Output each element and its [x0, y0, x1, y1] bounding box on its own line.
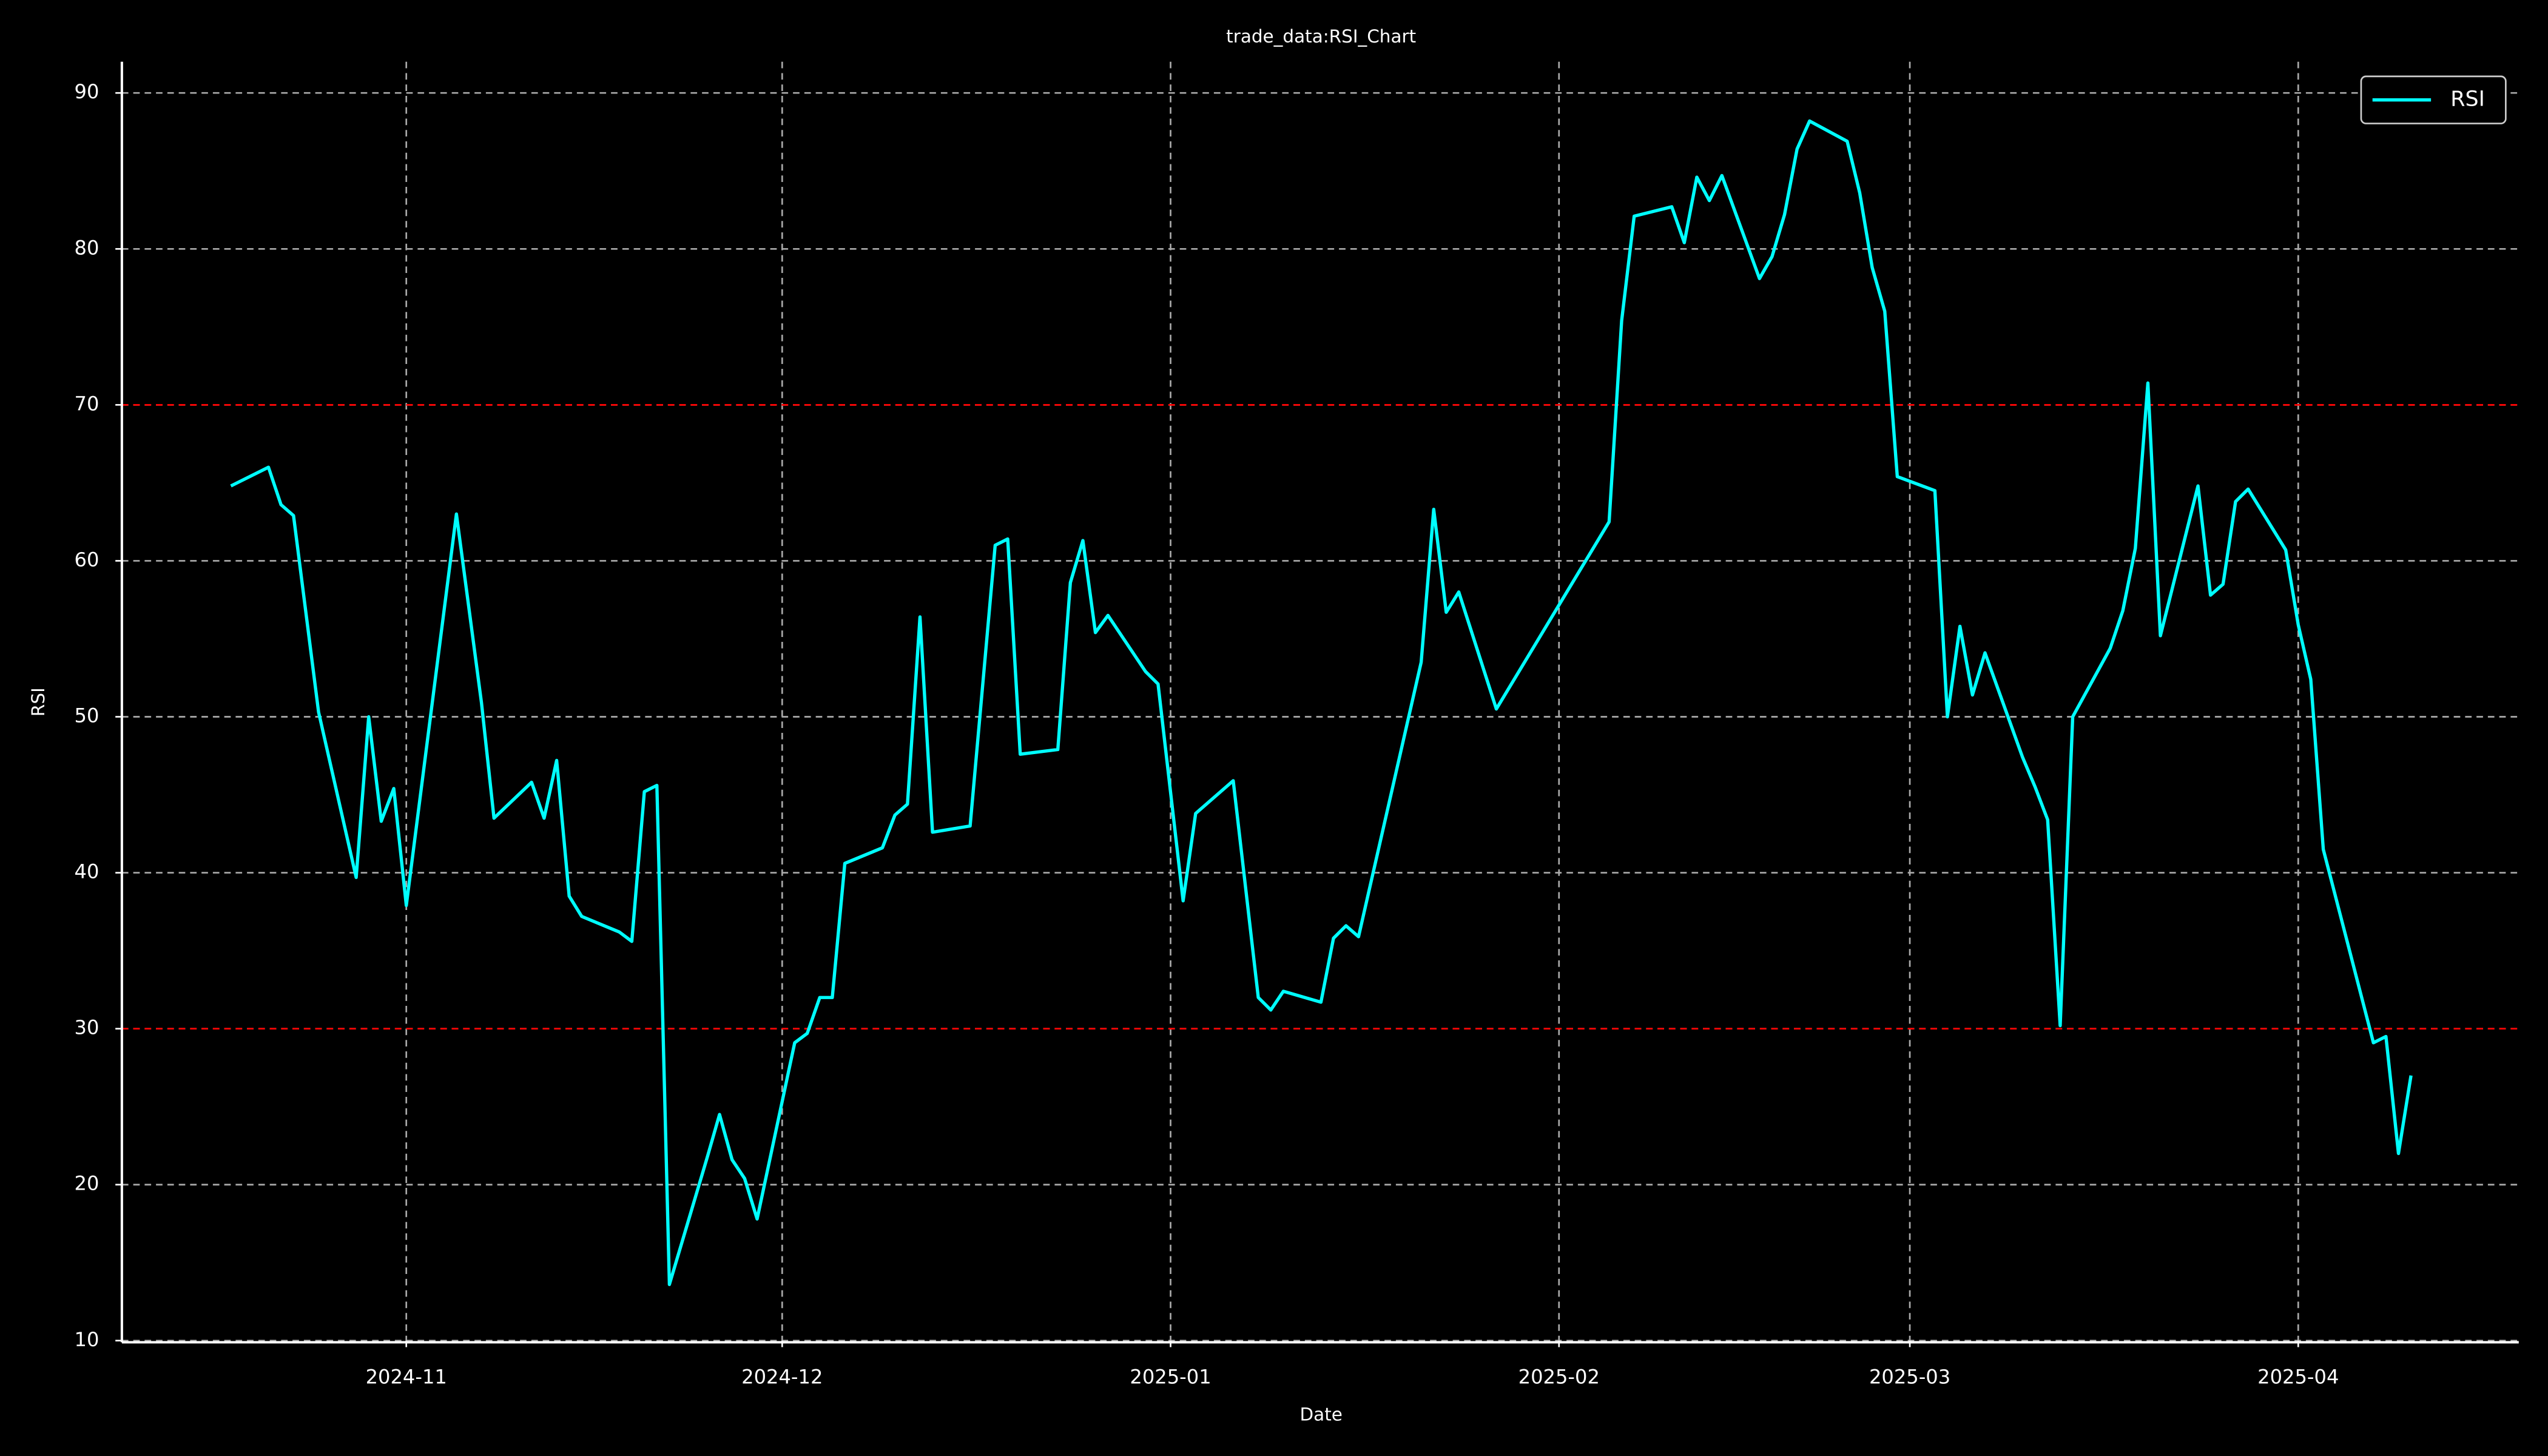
x-tick-label: 2025-04 — [2257, 1365, 2339, 1388]
y-tick-label: 10 — [75, 1328, 99, 1351]
y-tick-label: 80 — [75, 236, 99, 259]
x-tick-label: 2025-02 — [1518, 1365, 1600, 1388]
data-line — [230, 119, 2413, 1286]
legend-label: RSI — [2450, 87, 2485, 112]
y-tick-label: 60 — [75, 548, 99, 571]
y-tick-label: 70 — [75, 392, 99, 415]
x-tick-label: 2024-12 — [741, 1365, 823, 1388]
x-tick-label: 2025-03 — [1869, 1365, 1950, 1388]
y-axis-label: RSI — [28, 687, 49, 716]
y-tick-label: 20 — [75, 1172, 99, 1195]
y-tick-label: 40 — [75, 860, 99, 883]
y-tick-label: 50 — [75, 704, 99, 727]
x-tick-label: 2024-11 — [366, 1365, 447, 1388]
y-tick-label: 90 — [75, 80, 99, 103]
x-axis-label: Date — [1299, 1404, 1342, 1425]
x-tick-label: 2025-01 — [1130, 1365, 1211, 1388]
chart-title: trade_data:RSI_Chart — [1226, 26, 1416, 47]
legend-box — [2360, 75, 2507, 124]
y-tick-label: 30 — [75, 1016, 99, 1039]
